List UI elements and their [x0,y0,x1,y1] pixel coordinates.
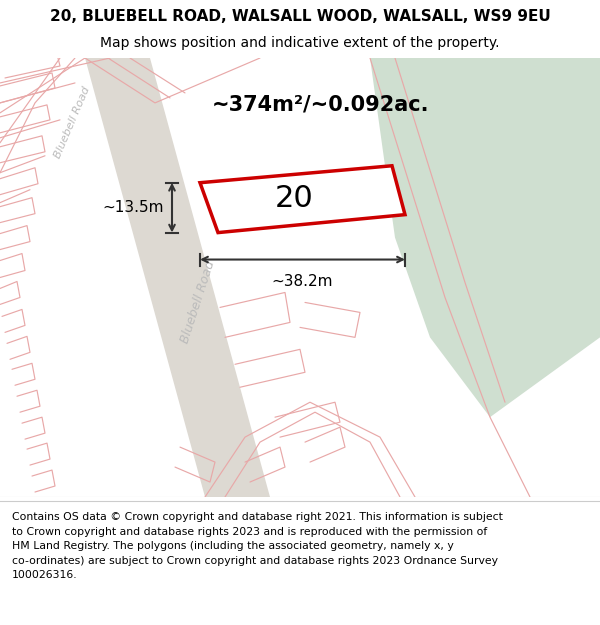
Polygon shape [200,166,405,232]
Text: Contains OS data © Crown copyright and database right 2021. This information is : Contains OS data © Crown copyright and d… [12,512,503,580]
Polygon shape [370,58,600,417]
Text: Bluebell Road: Bluebell Road [52,86,92,160]
Text: Map shows position and indicative extent of the property.: Map shows position and indicative extent… [100,36,500,51]
Text: ~13.5m: ~13.5m [103,200,164,215]
Text: ~38.2m: ~38.2m [272,274,333,289]
Text: Bluebell Road: Bluebell Road [179,259,217,346]
Text: ~374m²/~0.092ac.: ~374m²/~0.092ac. [211,95,429,115]
Polygon shape [85,58,270,497]
Text: 20, BLUEBELL ROAD, WALSALL WOOD, WALSALL, WS9 9EU: 20, BLUEBELL ROAD, WALSALL WOOD, WALSALL… [50,9,550,24]
Text: 20: 20 [274,184,313,213]
